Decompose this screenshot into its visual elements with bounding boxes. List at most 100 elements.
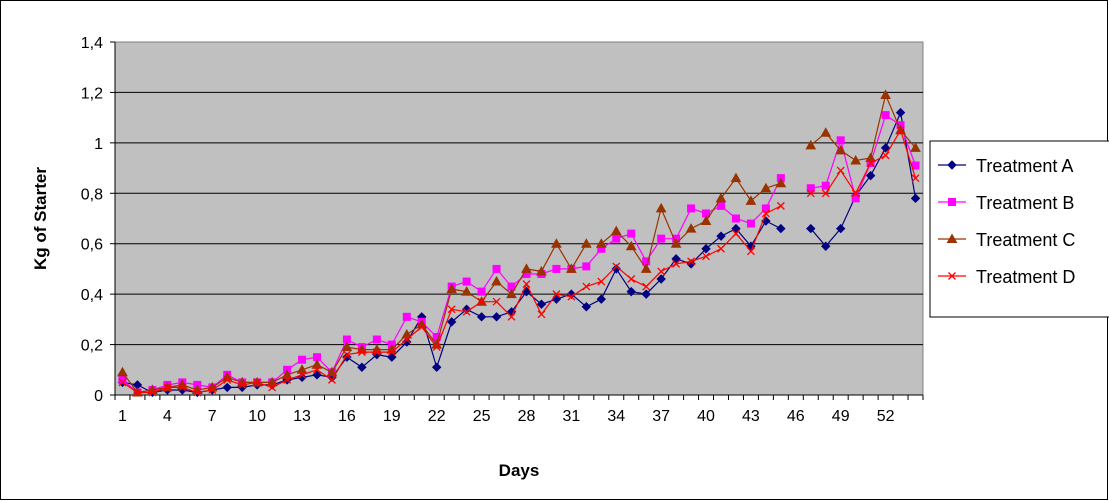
data-point xyxy=(746,219,755,228)
data-point xyxy=(582,282,591,291)
data-point xyxy=(222,382,232,393)
data-point xyxy=(281,369,293,379)
x-tick-label: 4 xyxy=(163,408,172,425)
data-point xyxy=(865,170,876,181)
data-point xyxy=(640,263,652,273)
data-point xyxy=(866,159,875,167)
data-point xyxy=(372,335,381,344)
x-tick-label: 28 xyxy=(518,408,536,425)
data-point xyxy=(552,264,561,273)
legend-label: Treatment A xyxy=(976,156,1073,176)
data-point xyxy=(685,223,697,233)
data-point xyxy=(223,375,232,384)
data-point xyxy=(597,277,606,286)
data-point xyxy=(432,343,441,352)
data-point xyxy=(672,259,681,268)
x-tick-label: 10 xyxy=(248,408,266,425)
data-point xyxy=(296,364,308,374)
data-point xyxy=(700,215,712,226)
data-point xyxy=(581,302,592,312)
data-point xyxy=(462,277,471,286)
x-tick-label: 22 xyxy=(428,408,446,425)
data-point xyxy=(446,317,457,327)
data-point xyxy=(491,276,502,286)
data-point xyxy=(326,366,338,377)
data-point xyxy=(820,127,832,137)
data-point xyxy=(687,204,696,213)
legend-label: Treatment B xyxy=(976,193,1074,213)
data-point xyxy=(761,209,770,218)
data-point xyxy=(551,238,562,248)
data-point xyxy=(627,229,636,238)
data-point xyxy=(730,172,742,183)
data-point xyxy=(760,182,772,193)
legend-item: Treatment D xyxy=(938,267,1075,287)
data-point xyxy=(612,262,621,271)
data-point xyxy=(506,288,517,299)
y-tick-label: 1,4 xyxy=(81,35,103,52)
data-point xyxy=(298,355,307,364)
data-point xyxy=(387,348,396,357)
data-point xyxy=(642,282,651,291)
data-point xyxy=(687,257,696,266)
data-point xyxy=(626,286,636,297)
data-point xyxy=(761,204,770,213)
data-point xyxy=(536,299,547,309)
data-point xyxy=(851,194,860,203)
data-point xyxy=(731,214,740,223)
series-layer xyxy=(117,89,921,398)
data-point xyxy=(402,335,411,344)
y-axis-title: Kg of Starter xyxy=(31,167,50,270)
data-point xyxy=(402,337,412,347)
data-point xyxy=(910,193,921,204)
data-point xyxy=(670,238,682,248)
legend-label: Treatment C xyxy=(976,230,1075,250)
data-point xyxy=(851,189,860,198)
legend-marker xyxy=(947,160,957,170)
data-point xyxy=(910,142,921,152)
data-point xyxy=(580,238,592,248)
data-point xyxy=(821,189,830,198)
data-point xyxy=(417,322,426,331)
data-point xyxy=(610,225,622,236)
legend-item: Treatment A xyxy=(938,156,1073,176)
y-tick-label: 0 xyxy=(94,388,103,405)
data-point xyxy=(163,383,172,392)
x-tick-label: 25 xyxy=(473,408,491,425)
data-point xyxy=(806,184,815,193)
data-point xyxy=(865,152,876,162)
data-point xyxy=(911,174,920,183)
data-point xyxy=(193,388,202,397)
data-point xyxy=(342,350,351,359)
data-point xyxy=(311,359,323,369)
data-point xyxy=(701,244,711,254)
data-point xyxy=(806,189,815,198)
data-point xyxy=(731,223,741,234)
y-tick-label: 0,2 xyxy=(81,338,103,355)
data-point xyxy=(491,312,502,322)
data-point xyxy=(208,385,217,394)
data-point xyxy=(746,247,755,256)
data-point xyxy=(717,201,725,210)
x-axis: 1 4 7 10 13 16 19 22 25 28 31 34 37 40 43 46 49 52 xyxy=(114,394,924,425)
data-point xyxy=(836,166,845,175)
data-point xyxy=(835,223,846,234)
y-tick-label: 1 xyxy=(94,136,103,153)
data-point xyxy=(702,252,710,261)
legend-marker xyxy=(946,233,958,243)
data-point xyxy=(657,234,666,243)
data-point xyxy=(118,378,127,387)
series-treatment-a xyxy=(117,107,921,398)
data-point xyxy=(328,375,336,384)
legend-marker xyxy=(948,272,956,280)
data-point xyxy=(477,287,486,296)
data-point xyxy=(537,310,546,319)
data-point xyxy=(715,192,727,203)
data-point xyxy=(492,264,501,273)
x-tick-label: 19 xyxy=(383,408,401,425)
data-point xyxy=(745,195,757,205)
x-tick-label: 1 xyxy=(118,408,127,425)
data-point xyxy=(253,378,262,387)
data-point xyxy=(625,240,637,251)
